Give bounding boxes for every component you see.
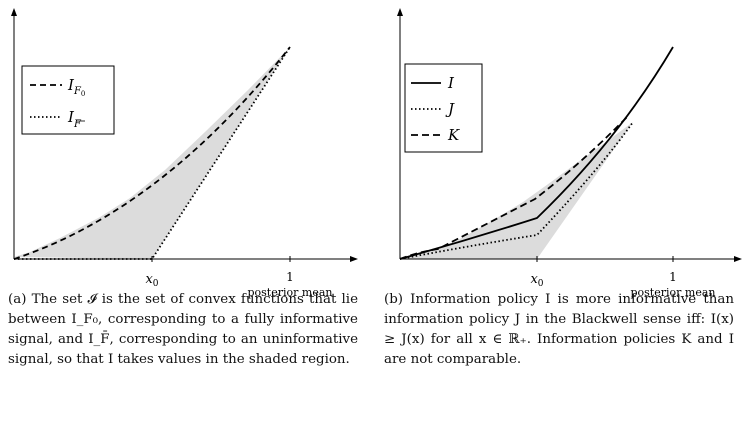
y-axis-arrow	[397, 8, 403, 16]
legend-label-i: I	[447, 74, 455, 92]
caption-a: (a) The set 𝓘 is the set of convex funct…	[8, 292, 358, 367]
y-axis-arrow	[11, 8, 17, 16]
curve-i	[399, 46, 674, 260]
legend-label-i-f0: IF0	[67, 76, 85, 98]
x-axis-label: posterior mean	[631, 286, 716, 299]
legend-box	[21, 65, 115, 135]
x-axis-arrow	[350, 256, 358, 262]
curve-i-f0	[13, 46, 291, 260]
tick-label-x0: x0	[145, 272, 158, 289]
plot-a: x0 1 posterior mean IF0 IF	[11, 8, 358, 299]
shaded-region	[14, 47, 290, 259]
x-axis-label: posterior mean	[248, 286, 333, 299]
curve-j	[399, 121, 634, 260]
legend-label-k: K	[447, 126, 460, 144]
tick-label-x0: x0	[530, 272, 543, 289]
x-axis-arrow	[734, 256, 742, 262]
plot-b: x0 1 posterior mean I J K	[397, 8, 742, 299]
legend-box	[404, 63, 483, 153]
legend-label-j: J	[445, 100, 455, 118]
legend-b: I J K	[404, 63, 483, 153]
legend-label-i-fbar: IF	[67, 108, 82, 130]
tick-label-1: 1	[669, 270, 677, 284]
shaded-region	[400, 122, 633, 259]
legend-a: IF0 IF	[21, 65, 115, 135]
tick-label-1: 1	[286, 270, 294, 284]
caption-b: (b) Information policy I is more informa…	[384, 292, 734, 367]
